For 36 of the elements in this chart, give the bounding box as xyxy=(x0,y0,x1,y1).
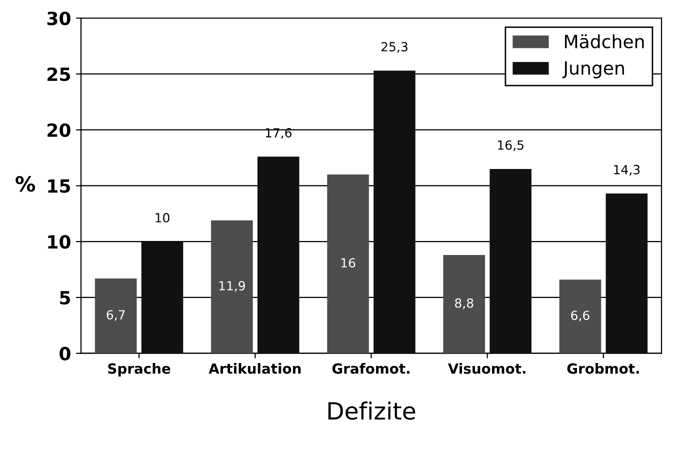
bar xyxy=(327,174,369,354)
y-tick-label: 30 xyxy=(47,12,70,26)
data-label: 10 xyxy=(156,212,170,222)
data-label: 8,8 xyxy=(455,298,474,310)
data-label: 25,3 xyxy=(381,42,408,53)
data-label: 14,3 xyxy=(614,164,640,176)
y-tick-label: 10 xyxy=(48,235,70,249)
bar xyxy=(211,220,253,354)
data-label: 17,6 xyxy=(266,128,292,139)
bar xyxy=(606,194,648,354)
bar xyxy=(559,280,602,354)
bar xyxy=(374,70,416,354)
x-axis-title: Defizite xyxy=(328,402,416,420)
x-tick-label: Visuomot. xyxy=(448,363,526,374)
data-label: 6,6 xyxy=(571,310,590,322)
legend-label: Mädchen xyxy=(564,34,644,48)
y-tick-label: 5 xyxy=(60,291,70,305)
data-label: 16,5 xyxy=(498,140,524,152)
data-label: 6,7 xyxy=(106,310,125,321)
data-label: 16 xyxy=(341,258,356,268)
y-tick-label: 25 xyxy=(48,67,70,82)
bar xyxy=(257,156,300,354)
y-tick-label: 15 xyxy=(48,179,70,193)
x-tick-label: Sprache xyxy=(108,363,170,377)
y-tick-label: 0 xyxy=(60,346,70,360)
data-label: 11,9 xyxy=(219,281,245,292)
bar xyxy=(94,278,137,354)
x-tick-label: Grobmot. xyxy=(567,363,639,374)
bar xyxy=(490,168,532,354)
x-tick-label: Artikulation xyxy=(208,363,301,374)
y-tick-label: 20 xyxy=(48,123,70,137)
y-axis-title: % xyxy=(16,176,36,192)
bar xyxy=(443,255,486,354)
x-tick-label: Grafomot. xyxy=(332,363,410,374)
legend-label: Jungen xyxy=(562,61,624,78)
bar xyxy=(141,242,184,354)
